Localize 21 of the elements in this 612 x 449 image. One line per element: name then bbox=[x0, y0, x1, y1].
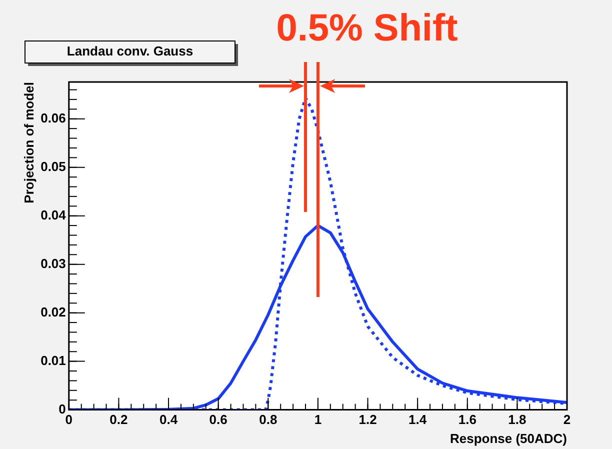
y-tick-label: 0 bbox=[58, 401, 66, 416]
x-tick-label: 1.6 bbox=[458, 412, 476, 428]
y-tick-label: 0.02 bbox=[40, 304, 66, 320]
x-tick-label: 0.6 bbox=[209, 412, 228, 428]
y-tick-label: 0.04 bbox=[40, 207, 67, 222]
y-tick-label: 0.05 bbox=[40, 158, 66, 174]
x-tick-label: 0.4 bbox=[159, 412, 178, 428]
x-tick-label: 2 bbox=[563, 412, 571, 428]
chart-title: Landau conv. Gauss bbox=[66, 44, 194, 59]
x-axis-title: Response (50ADC) bbox=[450, 430, 567, 446]
x-tick-label: 0.8 bbox=[259, 412, 278, 428]
text: 0.5% Shift bbox=[276, 7, 458, 50]
y-tick-label: 0.03 bbox=[40, 256, 66, 271]
x-tick-label: 1.4 bbox=[408, 412, 428, 428]
x-tick-label: 1.8 bbox=[508, 412, 526, 428]
y-tick-label: 0.01 bbox=[40, 352, 66, 368]
x-tick-label: 0.2 bbox=[110, 412, 128, 428]
y-axis-title: Projection of model bbox=[21, 82, 36, 204]
y-tick-label: 0.06 bbox=[40, 110, 66, 126]
x-tick-label: 1 bbox=[314, 412, 322, 428]
x-tick-label: 1.2 bbox=[358, 412, 377, 428]
